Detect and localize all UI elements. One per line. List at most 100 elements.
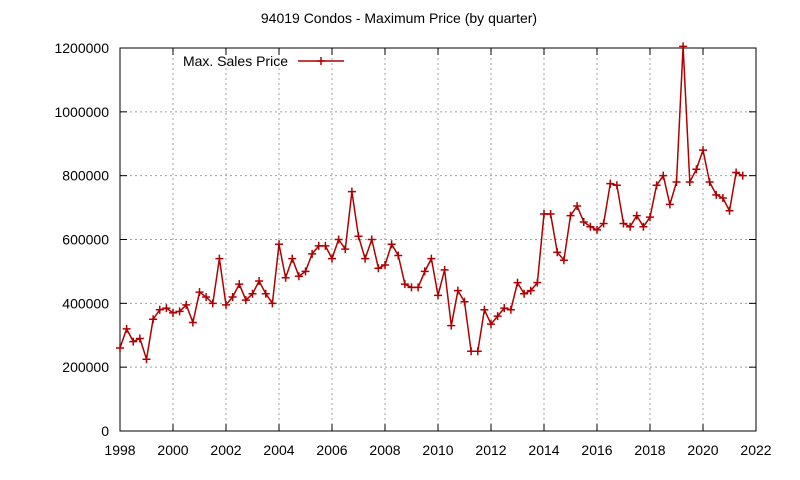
data-point [202, 292, 211, 301]
data-point [374, 264, 383, 273]
data-point [659, 171, 668, 180]
legend-label: Max. Sales Price [183, 53, 288, 69]
data-point [460, 297, 469, 306]
y-axis-tick-labels: 0 200000 400000 600000 800000 1000000 1200000 [54, 40, 109, 439]
data-point [606, 179, 615, 188]
x-tick-label: 2000 [157, 442, 188, 458]
data-point [546, 209, 555, 218]
data-point [288, 254, 297, 263]
data-point [135, 334, 144, 343]
data-point [487, 320, 495, 329]
x-tick-label: 2008 [369, 442, 400, 458]
data-point [248, 289, 257, 298]
data-point [533, 278, 542, 287]
data-point [228, 292, 237, 301]
data-point [188, 318, 197, 327]
data-point [473, 347, 482, 356]
data-point [255, 276, 264, 285]
data-point [725, 206, 734, 215]
data-point [175, 307, 184, 316]
data-point [553, 248, 562, 257]
legend-marker-plus [317, 57, 325, 65]
x-tick-label: 2016 [581, 442, 612, 458]
data-point [712, 190, 721, 199]
data-point [434, 291, 442, 300]
data-point [275, 240, 283, 249]
data-point [480, 305, 489, 314]
data-point [692, 165, 701, 174]
data-point [281, 273, 290, 282]
data-point [387, 240, 396, 249]
data-point [301, 267, 310, 276]
data-point [705, 178, 714, 187]
data-point [447, 321, 456, 330]
data-point [347, 187, 356, 196]
data-point [261, 289, 270, 298]
data-point [612, 181, 621, 190]
data-point [672, 178, 681, 187]
data-point [626, 222, 635, 231]
data-point [506, 305, 515, 314]
x-tick-label: 2002 [210, 442, 241, 458]
legend-marker [317, 57, 325, 65]
x-tick-label: 2010 [422, 442, 453, 458]
data-point [632, 211, 641, 220]
data-point [679, 42, 688, 51]
data-point [400, 280, 409, 289]
data-point [526, 286, 535, 295]
y-tick-label: 400000 [62, 295, 109, 311]
y-tick-label: 600000 [62, 232, 109, 248]
y-tick-label: 0 [101, 423, 109, 439]
y-tick-label: 1000000 [54, 104, 109, 120]
data-point [414, 283, 423, 292]
data-point [652, 181, 661, 190]
chart-title: 94019 Condos - Maximum Price (by quarter… [261, 10, 537, 26]
data-point [129, 337, 138, 346]
data-point [162, 304, 171, 313]
data-point [381, 261, 389, 270]
data-point [599, 219, 608, 228]
data-point [440, 265, 449, 274]
data-point [718, 194, 727, 203]
data-point [559, 256, 568, 265]
data-point [367, 235, 376, 244]
data-point [732, 168, 741, 177]
data-point [573, 201, 582, 210]
data-point [321, 241, 330, 250]
legend: Max. Sales Price [183, 53, 344, 69]
series-line [119, 45, 744, 360]
data-point [427, 254, 436, 263]
data-point [420, 267, 429, 276]
x-tick-label: 2004 [263, 442, 294, 458]
data-point [738, 171, 747, 180]
data-point [685, 178, 694, 187]
x-tick-label: 2018 [634, 442, 665, 458]
data-point [361, 254, 370, 263]
x-axis-tick-labels: 1998 2000 2002 2004 2006 2008 2010 2012 2014 2016… [104, 442, 771, 458]
data-point [222, 300, 230, 309]
data-point [122, 324, 131, 333]
y-tick-label: 200000 [62, 359, 109, 375]
grid-lines [120, 48, 756, 431]
data-point [334, 235, 343, 244]
data-point [646, 213, 654, 222]
data-point [195, 288, 204, 297]
data-point [308, 249, 317, 258]
data-point [500, 304, 509, 313]
data-point [593, 225, 601, 234]
data-point [520, 289, 529, 298]
x-tick-label: 2020 [687, 442, 718, 458]
data-point [639, 222, 648, 231]
data-point [241, 296, 250, 305]
data-point [579, 217, 588, 226]
data-point [328, 254, 336, 263]
data-point [453, 286, 462, 295]
series-layer [116, 42, 747, 364]
data-point [493, 312, 502, 321]
x-tick-label: 2022 [740, 442, 771, 458]
y-tick-label: 800000 [62, 168, 109, 184]
data-point [619, 219, 628, 228]
data-point [155, 305, 164, 314]
data-point [665, 200, 674, 209]
data-point [354, 232, 363, 241]
